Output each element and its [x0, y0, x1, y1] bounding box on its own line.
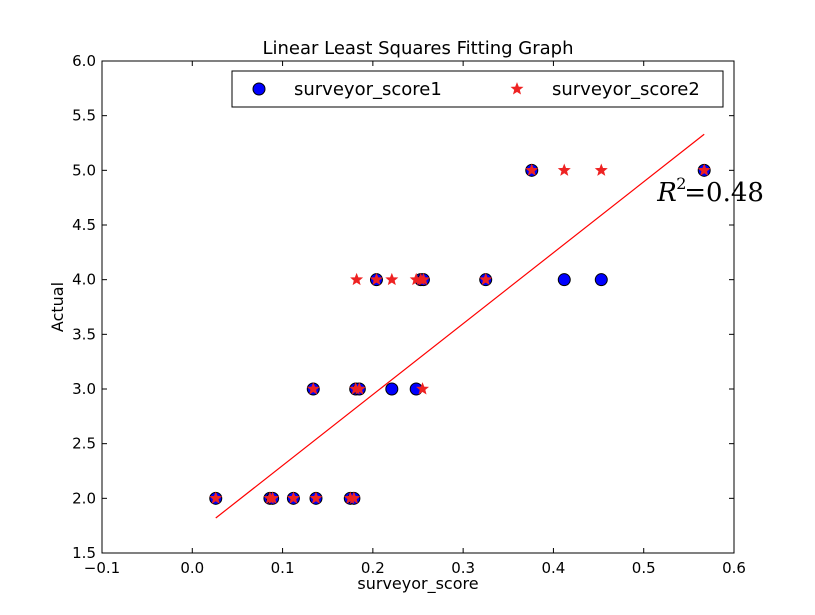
point-surveyor-score2 [286, 491, 300, 504]
point-surveyor-score2 [525, 163, 539, 176]
x-tick-label: 0.6 [722, 559, 746, 577]
point-surveyor-score2 [416, 272, 430, 286]
fit-line [215, 133, 705, 519]
annotation-r: R [656, 178, 677, 208]
plot-frame [101, 60, 735, 554]
y-tick-label: 4.0 [72, 271, 96, 289]
point-surveyor-score2 [350, 272, 364, 286]
annotation-value: =0.48 [684, 178, 764, 208]
legend-box [231, 70, 724, 108]
point-surveyor-score2 [309, 491, 323, 504]
point-surveyor-score1 [385, 382, 399, 396]
y-tick-label: 4.5 [72, 216, 96, 234]
x-tick-label: −0.1 [84, 559, 120, 577]
point-surveyor-score2 [352, 382, 366, 395]
x-axis: −0.1 0.0 0.1 0.2 0.3 0.4 0.5 0.6 [84, 61, 746, 577]
legend-label-surveyor-score1: surveyor_score1 [294, 79, 442, 100]
y-tick-label: 3.5 [72, 325, 96, 343]
y-tick-label: 5.5 [72, 107, 96, 125]
legend: surveyor_score1 surveyor_score2 [231, 70, 724, 108]
point-surveyor-score2 [557, 163, 571, 176]
x-tick-label: 0.5 [632, 559, 656, 577]
legend-label-surveyor-score2: surveyor_score2 [552, 79, 700, 100]
y-axis-label: Actual [48, 282, 67, 332]
y-tick-label: 3.0 [72, 380, 96, 398]
point-surveyor-score2 [347, 491, 361, 504]
y-tick-label: 1.5 [72, 544, 96, 562]
y-tick-label: 5.0 [72, 161, 96, 179]
x-tick-label: 0.4 [541, 559, 565, 577]
point-surveyor-score1 [594, 273, 608, 287]
y-axis: 1.5 2.0 2.5 3.0 3.5 4.0 4.5 5.0 5.5 6.0 [72, 52, 734, 562]
y-tick-label: 2.5 [72, 435, 96, 453]
point-surveyor-score2 [697, 163, 711, 176]
point-surveyor-score2 [369, 272, 383, 286]
x-tick-label: 0.0 [180, 559, 204, 577]
y-tick-label: 2.0 [72, 489, 96, 507]
point-surveyor-score1 [557, 273, 571, 287]
x-axis-label: surveyor_score [357, 574, 478, 594]
point-surveyor-score2 [416, 382, 430, 395]
point-surveyor-score2 [266, 491, 280, 504]
point-surveyor-score2 [479, 272, 493, 286]
annotation-superscript: 2 [676, 174, 686, 193]
x-tick-label: 0.2 [361, 559, 385, 577]
x-tick-label: 0.1 [271, 559, 295, 577]
y-tick-label: 6.0 [72, 52, 96, 70]
x-tick-label: 0.3 [451, 559, 475, 577]
point-surveyor-score2 [306, 382, 320, 395]
point-surveyor-score2 [385, 272, 399, 286]
point-surveyor-score2 [594, 163, 608, 176]
legend-marker-surveyor-score1 [252, 82, 266, 96]
chart-title: Linear Least Squares Fitting Graph [262, 38, 573, 59]
fit-line-group [215, 133, 705, 519]
legend-marker-surveyor-score2 [510, 82, 524, 95]
data-points [209, 163, 711, 505]
point-surveyor-score2 [209, 491, 223, 504]
